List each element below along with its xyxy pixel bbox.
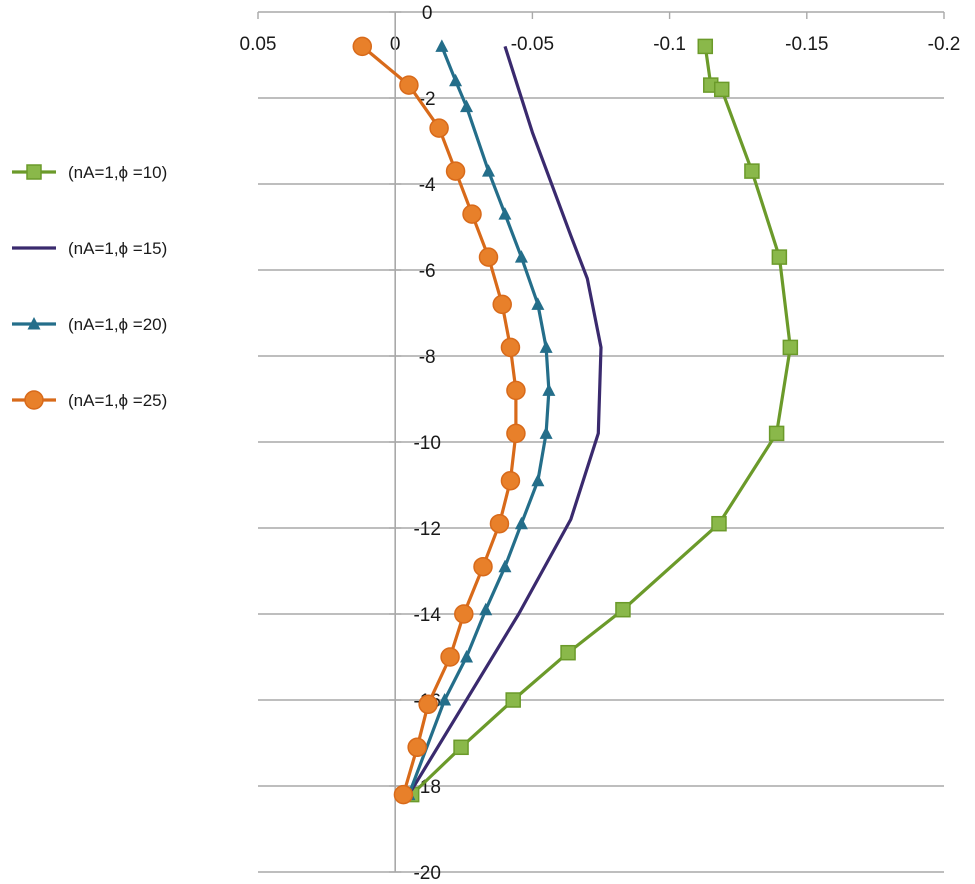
data-point-triangle [531, 473, 545, 487]
data-point-circle [393, 784, 414, 805]
data-point-triangle [514, 250, 528, 263]
data-point-square [713, 81, 730, 98]
data-point-triangle [498, 207, 512, 220]
data-point-square [615, 601, 631, 618]
data-point-triangle [539, 340, 553, 353]
data-point-circle [492, 294, 512, 315]
series-2 [407, 45, 603, 796]
data-point-circle [445, 161, 466, 181]
legend-label: (nA=1,ϕ =15) [68, 239, 167, 258]
legend-label: (nA=1,ϕ =10) [68, 163, 167, 182]
y-tick-label: -2 [419, 89, 436, 110]
data-point-square [505, 692, 521, 708]
legend-item: (nA=1,ϕ =25) [12, 390, 167, 410]
x-tick-label: -0.15 [785, 34, 828, 55]
data-point-square [744, 163, 760, 179]
data-point-square [771, 249, 788, 265]
data-point-triangle [539, 426, 553, 439]
plot-area [352, 36, 799, 805]
y-tick-label: -4 [419, 175, 436, 196]
y-tick-label: -12 [413, 519, 440, 540]
data-point-square [453, 739, 469, 756]
data-point-circle [352, 36, 373, 57]
data-point-circle [418, 694, 438, 715]
data-point-circle [462, 204, 482, 224]
data-point-square [782, 339, 799, 356]
axes: 0.050-0.05-0.1-0.15-0.20-2-4-6-8-10-12-1… [240, 3, 961, 884]
series-4 [352, 36, 526, 805]
y-tick-label: -8 [419, 347, 436, 368]
series-1 [403, 38, 799, 803]
data-point-square [26, 164, 42, 180]
grid [258, 97, 944, 873]
data-point-circle [473, 556, 493, 577]
legend-item: (nA=1,ϕ =20) [12, 315, 167, 334]
legend-label: (nA=1,ϕ =25) [68, 391, 167, 410]
legend-item: (nA=1,ϕ =10) [12, 163, 167, 182]
data-point-circle [500, 337, 521, 358]
legend-label: (nA=1,ϕ =20) [68, 315, 167, 334]
data-point-circle [489, 513, 510, 534]
legend-item: (nA=1,ϕ =15) [12, 239, 167, 258]
y-tick-label: -14 [413, 605, 441, 626]
data-point-triangle [498, 559, 512, 573]
data-point-circle [506, 423, 526, 444]
data-point-square [697, 38, 714, 55]
data-point-circle [506, 380, 526, 401]
data-point-triangle [460, 99, 474, 113]
y-tick-label: -20 [413, 863, 440, 884]
series-3 [402, 39, 556, 801]
data-point-circle [429, 118, 449, 138]
data-point-triangle [438, 693, 452, 706]
y-tick-label: -10 [413, 433, 440, 454]
data-point-triangle [531, 297, 545, 310]
data-point-circle [500, 470, 521, 491]
data-point-circle [440, 647, 460, 667]
y-tick-label: -18 [413, 777, 440, 798]
data-point-triangle [514, 516, 528, 530]
data-point-triangle [481, 164, 495, 177]
x-tick-label: 0.05 [240, 34, 277, 55]
data-point-circle [24, 390, 44, 410]
data-point-circle [407, 737, 427, 758]
data-point-triangle [27, 317, 41, 330]
data-point-circle [399, 75, 419, 95]
data-point-square [711, 515, 727, 532]
y-tick-label: -6 [419, 261, 436, 282]
data-point-circle [478, 247, 499, 267]
data-point-circle [454, 604, 474, 624]
data-point-triangle [542, 383, 556, 396]
data-point-triangle [479, 602, 493, 616]
x-tick-label: -0.1 [653, 34, 686, 55]
x-tick-label: -0.2 [928, 34, 961, 55]
data-point-triangle [460, 650, 474, 663]
x-tick-label: -0.05 [511, 34, 554, 55]
series-line [407, 45, 603, 796]
data-point-triangle [435, 39, 449, 52]
data-point-triangle [449, 73, 463, 87]
series-line [410, 46, 792, 796]
y-tick-label: 0 [422, 3, 433, 24]
data-point-square [560, 644, 576, 661]
legend: (nA=1,ϕ =10) (nA=1,ϕ =15) (nA=1,ϕ =20) (nA=… [12, 163, 167, 410]
series-line [361, 45, 518, 796]
data-point-square [768, 425, 785, 442]
